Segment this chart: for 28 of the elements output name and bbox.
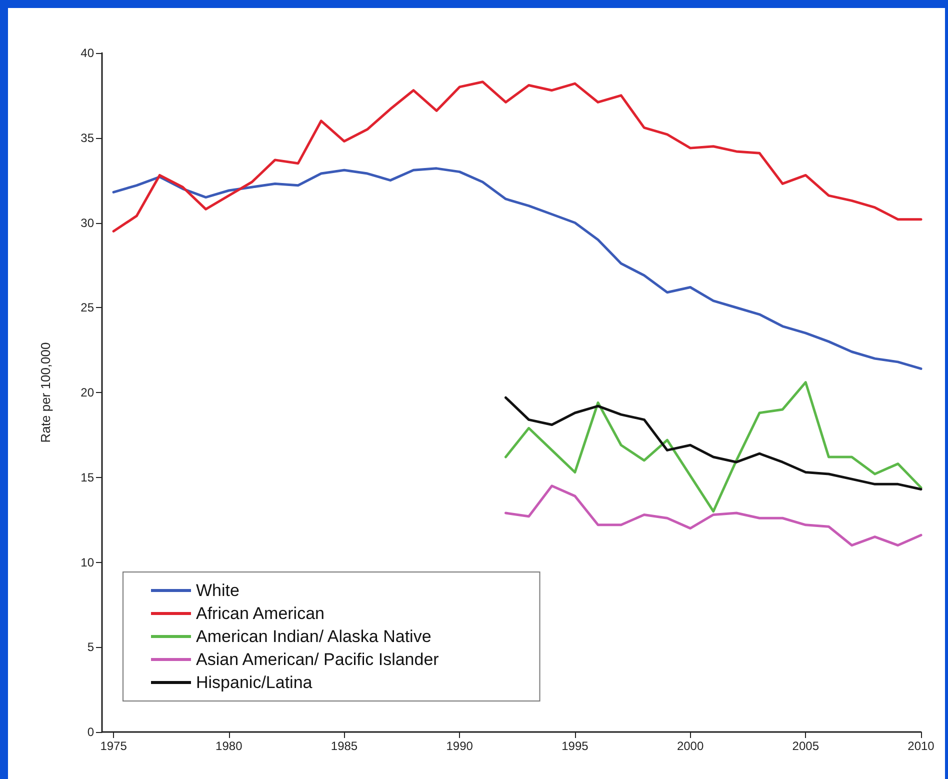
y-tick-label: 20: [80, 386, 94, 400]
x-tick-label: 1995: [562, 739, 589, 753]
x-tick-label: 2005: [792, 739, 820, 753]
legend-label: Asian American/ Pacific Islander: [196, 650, 440, 669]
legend-label: Hispanic/Latina: [196, 673, 313, 692]
y-tick-label: 35: [80, 130, 94, 145]
y-tick-label: 30: [80, 216, 94, 230]
x-tick-label: 1990: [446, 739, 474, 753]
x-tick-label: 2010: [908, 739, 935, 753]
y-tick-label: 25: [80, 300, 94, 315]
x-tick-label: 2000: [676, 739, 704, 753]
y-tick-label: 5: [87, 640, 94, 654]
y-tick-label: 10: [80, 555, 94, 570]
y-axis-title: Rate per 100,000: [38, 342, 53, 443]
y-tick-label: 0: [87, 725, 94, 739]
y-tick-label: 15: [80, 470, 94, 484]
line-series: [504, 484, 922, 547]
line-series: [112, 80, 922, 232]
line-series: [504, 381, 922, 513]
legend-label: White: [196, 581, 240, 600]
line-series: [112, 167, 922, 370]
y-tick-label: 40: [80, 46, 94, 60]
legend-label: American Indian/ Alaska Native: [196, 627, 432, 646]
x-tick-label: 1980: [216, 739, 243, 753]
x-tick-label: 1985: [330, 739, 358, 753]
line-series: [504, 396, 922, 491]
x-tick-label: 1975: [100, 739, 128, 753]
legend-label: African American: [196, 604, 324, 623]
